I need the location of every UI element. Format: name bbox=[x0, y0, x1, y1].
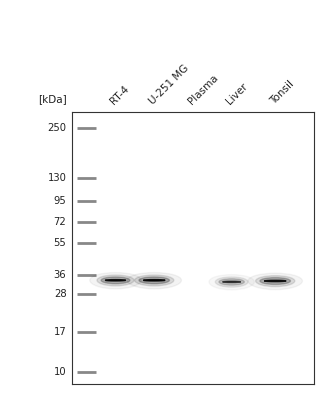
Ellipse shape bbox=[135, 275, 174, 286]
Ellipse shape bbox=[260, 278, 290, 284]
Ellipse shape bbox=[256, 276, 295, 287]
Text: Liver: Liver bbox=[225, 81, 250, 106]
Text: 72: 72 bbox=[54, 218, 66, 228]
Text: 28: 28 bbox=[54, 289, 66, 299]
Text: 36: 36 bbox=[54, 270, 66, 280]
Text: 250: 250 bbox=[47, 123, 66, 133]
Text: 130: 130 bbox=[47, 173, 66, 183]
Text: [kDa]: [kDa] bbox=[38, 94, 66, 104]
Ellipse shape bbox=[139, 277, 169, 284]
Text: 17: 17 bbox=[54, 326, 66, 336]
Text: Tonsil: Tonsil bbox=[268, 79, 296, 106]
Text: 55: 55 bbox=[54, 238, 66, 248]
Ellipse shape bbox=[101, 277, 130, 284]
Ellipse shape bbox=[219, 279, 244, 285]
Ellipse shape bbox=[223, 281, 241, 282]
Text: Plasma: Plasma bbox=[186, 73, 219, 106]
Ellipse shape bbox=[105, 280, 126, 281]
Ellipse shape bbox=[143, 280, 165, 281]
Text: 95: 95 bbox=[54, 196, 66, 206]
Ellipse shape bbox=[264, 280, 286, 282]
Ellipse shape bbox=[215, 277, 248, 287]
Ellipse shape bbox=[97, 275, 134, 286]
Text: U-251 MG: U-251 MG bbox=[147, 63, 191, 106]
Text: 10: 10 bbox=[54, 367, 66, 377]
Text: RT-4: RT-4 bbox=[109, 84, 131, 106]
